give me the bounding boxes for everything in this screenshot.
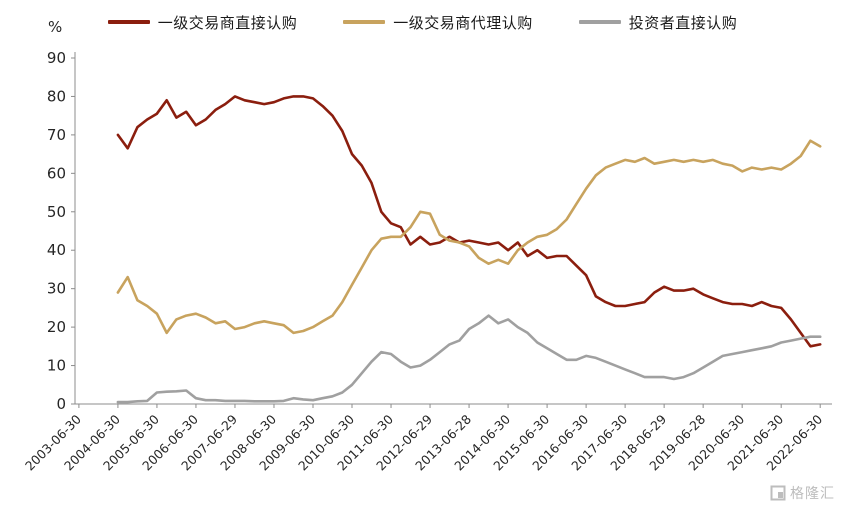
legend-line-swatch-dealer-direct [107, 20, 150, 24]
y-tick-label: 90 [47, 49, 66, 67]
y-axis-unit-label: % [48, 18, 63, 36]
legend-item-dealer-direct: 一级交易商直接认购 [107, 12, 298, 33]
chart-legend: 一级交易商直接认购 一级交易商代理认购 投资者直接认购 [0, 10, 845, 34]
legend-line-swatch-dealer-agent [343, 20, 386, 24]
y-tick-label: 50 [47, 203, 66, 221]
legend-label-dealer-agent: 一级交易商代理认购 [393, 13, 533, 32]
y-tick-label: 70 [47, 126, 66, 144]
y-tick-label: 60 [47, 164, 66, 182]
series-line-1 [116, 139, 822, 335]
y-tick-label: 20 [47, 318, 66, 336]
y-tick-label: 30 [47, 280, 66, 298]
watermark: 格隆汇 [770, 483, 835, 503]
legend-item-investor-direct: 投资者直接认购 [578, 12, 738, 33]
legend-item-dealer-agent: 一级交易商代理认购 [343, 12, 533, 33]
y-tick-label: 80 [47, 87, 66, 105]
gelonghui-logo-icon [770, 485, 786, 501]
legend-line-swatch-investor-direct [578, 20, 621, 24]
legend-label-dealer-direct: 一级交易商直接认购 [157, 13, 298, 32]
y-tick-label: 0 [56, 395, 66, 413]
series-line-0 [116, 95, 822, 348]
watermark-text: 格隆汇 [790, 486, 835, 502]
y-tick-label: 10 [47, 357, 66, 375]
series-line-2 [116, 314, 822, 404]
y-tick-label: 40 [47, 241, 66, 259]
legend-label-investor-direct: 投资者直接认购 [628, 13, 738, 32]
